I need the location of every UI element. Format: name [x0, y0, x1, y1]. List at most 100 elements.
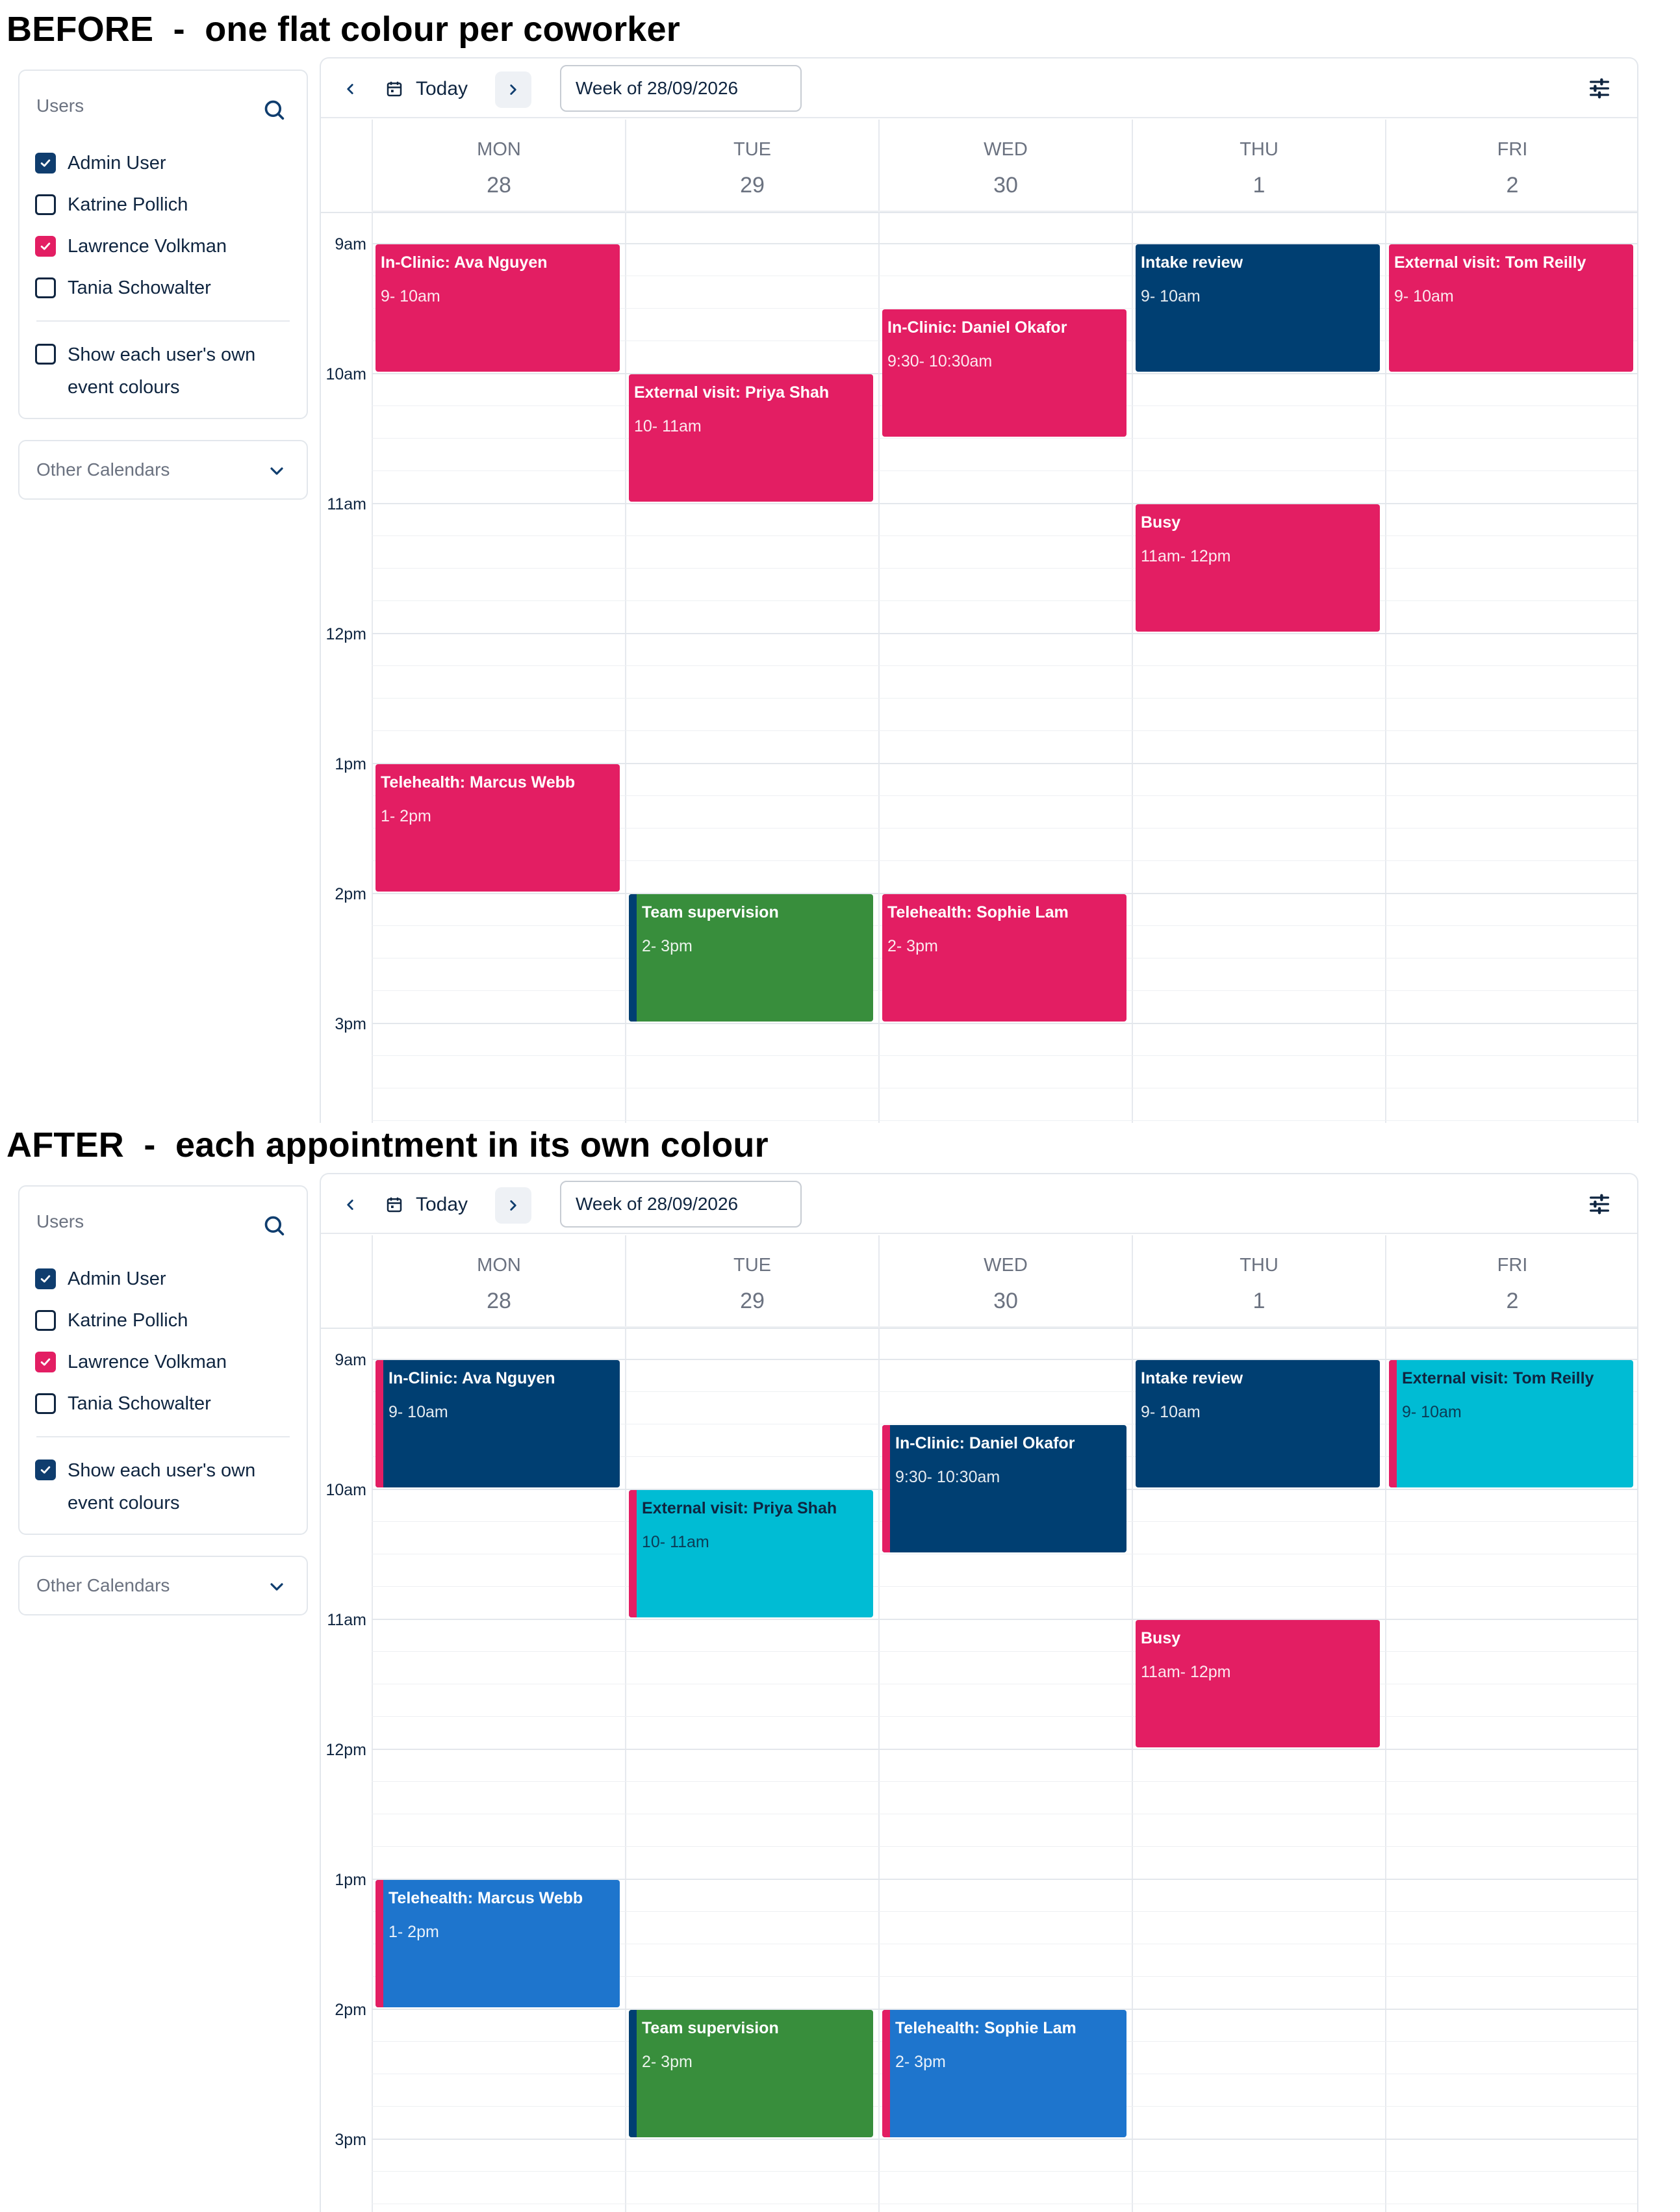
day-header[interactable]: THU 1: [1132, 1235, 1385, 1328]
search-icon[interactable]: [261, 97, 287, 123]
user-filter-item[interactable]: Katrine Pollich: [35, 1306, 188, 1335]
user-checkbox[interactable]: [35, 1352, 56, 1372]
day-header[interactable]: WED 30: [878, 120, 1132, 212]
calendar-event[interactable]: Telehealth: Marcus Webb 1- 2pm: [375, 764, 620, 892]
user-filter-item[interactable]: Admin User: [35, 149, 166, 177]
quarter-line: [372, 1781, 1637, 1782]
calendar-event[interactable]: Telehealth: Marcus Webb 1- 2pm: [375, 1880, 620, 2007]
quarter-line: [372, 1055, 1637, 1056]
next-week-button[interactable]: [495, 1187, 531, 1224]
own-colours-toggle[interactable]: Show each user's own event colours: [35, 339, 282, 404]
time-label: 11am: [327, 1611, 366, 1629]
event-title: Telehealth: Marcus Webb: [388, 1889, 583, 1907]
other-calendars-dropdown[interactable]: Other Calendars: [18, 440, 308, 500]
event-title: Telehealth: Sophie Lam: [887, 903, 1069, 921]
event-colour-stripe: [1389, 1360, 1397, 1487]
day-number: 1: [1253, 173, 1266, 198]
day-name: FRI: [1497, 139, 1528, 160]
day-header[interactable]: THU 1: [1132, 120, 1385, 212]
own-colours-checkbox[interactable]: [35, 344, 56, 365]
day-number: 2: [1506, 1289, 1519, 1313]
user-checkbox[interactable]: [35, 277, 56, 298]
sliders-icon[interactable]: [1586, 75, 1612, 101]
previous-week-button[interactable]: [334, 73, 366, 105]
calendar-event[interactable]: Team supervision 2- 3pm: [629, 894, 873, 1022]
calendar-event[interactable]: In-Clinic: Ava Nguyen 9- 10am: [375, 244, 620, 372]
day-header[interactable]: FRI 2: [1385, 1235, 1637, 1328]
week-grid: MON 28 TUE 29 WED 30 THU 1 FRI 2 9am 10am 11am 12pm 1p…: [321, 120, 1637, 1123]
calendar-event[interactable]: Intake review 9- 10am: [1136, 244, 1380, 372]
column-divider: [1132, 1235, 1133, 2212]
previous-week-button[interactable]: [334, 1189, 366, 1221]
user-filter-item[interactable]: Admin User: [35, 1265, 166, 1293]
today-button[interactable]: Today: [385, 1189, 468, 1221]
day-name: THU: [1240, 1255, 1279, 1276]
calendar-event[interactable]: External visit: Priya Shah 10- 11am: [629, 374, 873, 502]
time-label: 2pm: [335, 885, 366, 903]
user-filter-item[interactable]: Katrine Pollich: [35, 190, 188, 219]
day-header[interactable]: MON 28: [372, 120, 625, 212]
day-name: FRI: [1497, 1255, 1528, 1276]
calendar-event[interactable]: In-Clinic: Daniel Okafor 9:30- 10:30am: [882, 1425, 1126, 1552]
time-label: 3pm: [335, 1015, 366, 1033]
day-header[interactable]: FRI 2: [1385, 120, 1637, 212]
calendar-event[interactable]: In-Clinic: Daniel Okafor 9:30- 10:30am: [882, 309, 1126, 437]
users-panel: Users Admin User Katrine Pollich Lawrence …: [18, 1185, 308, 1535]
calendar-event[interactable]: Intake review 9- 10am: [1136, 1360, 1380, 1487]
user-checkbox[interactable]: [35, 236, 56, 257]
calendar-event[interactable]: Team supervision 2- 3pm: [629, 2010, 873, 2137]
calendar-event[interactable]: External visit: Tom Reilly 9- 10am: [1389, 244, 1633, 372]
day-name: TUE: [733, 139, 771, 160]
user-filter-item[interactable]: Lawrence Volkman: [35, 232, 227, 261]
quarter-line: [372, 535, 1637, 536]
calendar-event[interactable]: External visit: Priya Shah 10- 11am: [629, 1490, 873, 1617]
own-colours-checkbox[interactable]: [35, 1460, 56, 1480]
user-checkbox[interactable]: [35, 1393, 56, 1414]
hour-line: [372, 893, 1637, 894]
week-picker-input[interactable]: Week of 28/09/2026: [560, 65, 802, 112]
user-checkbox[interactable]: [35, 153, 56, 174]
calendar-event[interactable]: External visit: Tom Reilly 9- 10am: [1389, 1360, 1633, 1487]
user-filter-item[interactable]: Tania Schowalter: [35, 1389, 211, 1418]
column-divider: [1385, 120, 1386, 1123]
column-divider: [372, 1235, 373, 2212]
event-title: External visit: Priya Shah: [634, 383, 830, 402]
day-header[interactable]: TUE 29: [625, 120, 878, 212]
calendar-event[interactable]: In-Clinic: Ava Nguyen 9- 10am: [375, 1360, 620, 1487]
time-label: 9am: [335, 235, 366, 253]
quarter-line: [372, 1716, 1637, 1717]
user-filter-item[interactable]: Lawrence Volkman: [35, 1348, 227, 1376]
other-calendars-dropdown[interactable]: Other Calendars: [18, 1556, 308, 1615]
calendar-event[interactable]: Telehealth: Sophie Lam 2- 3pm: [882, 2010, 1126, 2137]
today-button[interactable]: Today: [385, 73, 468, 105]
day-header[interactable]: WED 30: [878, 1235, 1132, 1328]
event-colour-stripe: [629, 2010, 637, 2137]
users-title: Users: [36, 1211, 84, 1231]
next-week-button[interactable]: [495, 71, 531, 108]
day-name: THU: [1240, 139, 1279, 160]
event-time: 11am- 12pm: [1141, 547, 1231, 565]
column-divider: [1132, 120, 1133, 1123]
calendar-event[interactable]: Busy 11am- 12pm: [1136, 504, 1380, 632]
chevron-right-icon: [510, 84, 516, 95]
sliders-icon[interactable]: [1586, 1191, 1612, 1217]
calendar-section: BEFORE - one flat colour per coworker Us…: [6, 10, 1638, 1123]
event-time: 2- 3pm: [642, 2053, 693, 2071]
user-checkbox[interactable]: [35, 1268, 56, 1289]
own-colours-toggle[interactable]: Show each user's own event colours: [35, 1454, 282, 1519]
day-name: MON: [477, 1255, 521, 1276]
other-calendars-label: Other Calendars: [36, 1575, 170, 1595]
user-checkbox[interactable]: [35, 194, 56, 215]
calendar-event[interactable]: Telehealth: Sophie Lam 2- 3pm: [882, 894, 1126, 1022]
search-icon[interactable]: [261, 1213, 287, 1239]
calendar-event[interactable]: Busy 11am- 12pm: [1136, 1620, 1380, 1747]
day-header[interactable]: MON 28: [372, 1235, 625, 1328]
day-number: 28: [487, 1289, 511, 1313]
user-checkbox[interactable]: [35, 1310, 56, 1331]
user-filter-item[interactable]: Tania Schowalter: [35, 274, 211, 302]
header-divider: [321, 1328, 1637, 1329]
header-divider: [321, 212, 1637, 213]
time-label: 12pm: [325, 1741, 366, 1759]
day-header[interactable]: TUE 29: [625, 1235, 878, 1328]
week-picker-input[interactable]: Week of 28/09/2026: [560, 1181, 802, 1228]
